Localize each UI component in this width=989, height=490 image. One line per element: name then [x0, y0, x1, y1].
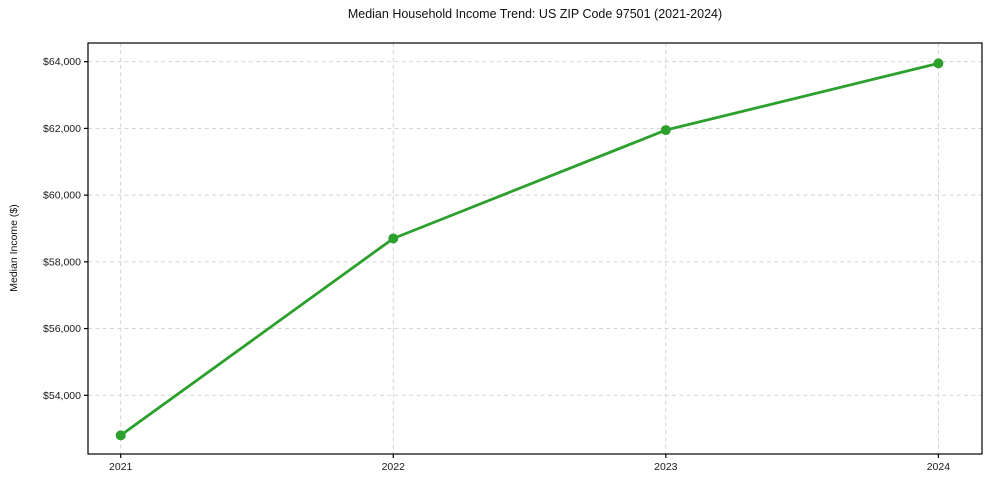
x-tick-label: 2021 — [109, 461, 133, 473]
y-tick-label: $62,000 — [43, 123, 81, 135]
y-tick-label: $58,000 — [43, 256, 81, 268]
y-tick-label: $60,000 — [43, 190, 81, 202]
plot-frame — [87, 42, 983, 455]
y-tick-label: $54,000 — [43, 390, 81, 402]
trend-line — [119, 61, 940, 437]
data-point-2022 — [388, 233, 399, 244]
data-point-2024 — [933, 58, 944, 69]
chart-title: Median Household Income Trend: US ZIP Co… — [347, 7, 723, 21]
data-point-2021 — [115, 430, 126, 441]
x-tick-label: 2023 — [654, 461, 678, 473]
y-tick-label: $64,000 — [43, 56, 81, 68]
data-point-2023 — [660, 125, 671, 136]
x-tick-label: 2022 — [382, 461, 406, 473]
x-tick-label: 2024 — [927, 461, 951, 473]
y-tick-label: $56,000 — [43, 323, 81, 335]
